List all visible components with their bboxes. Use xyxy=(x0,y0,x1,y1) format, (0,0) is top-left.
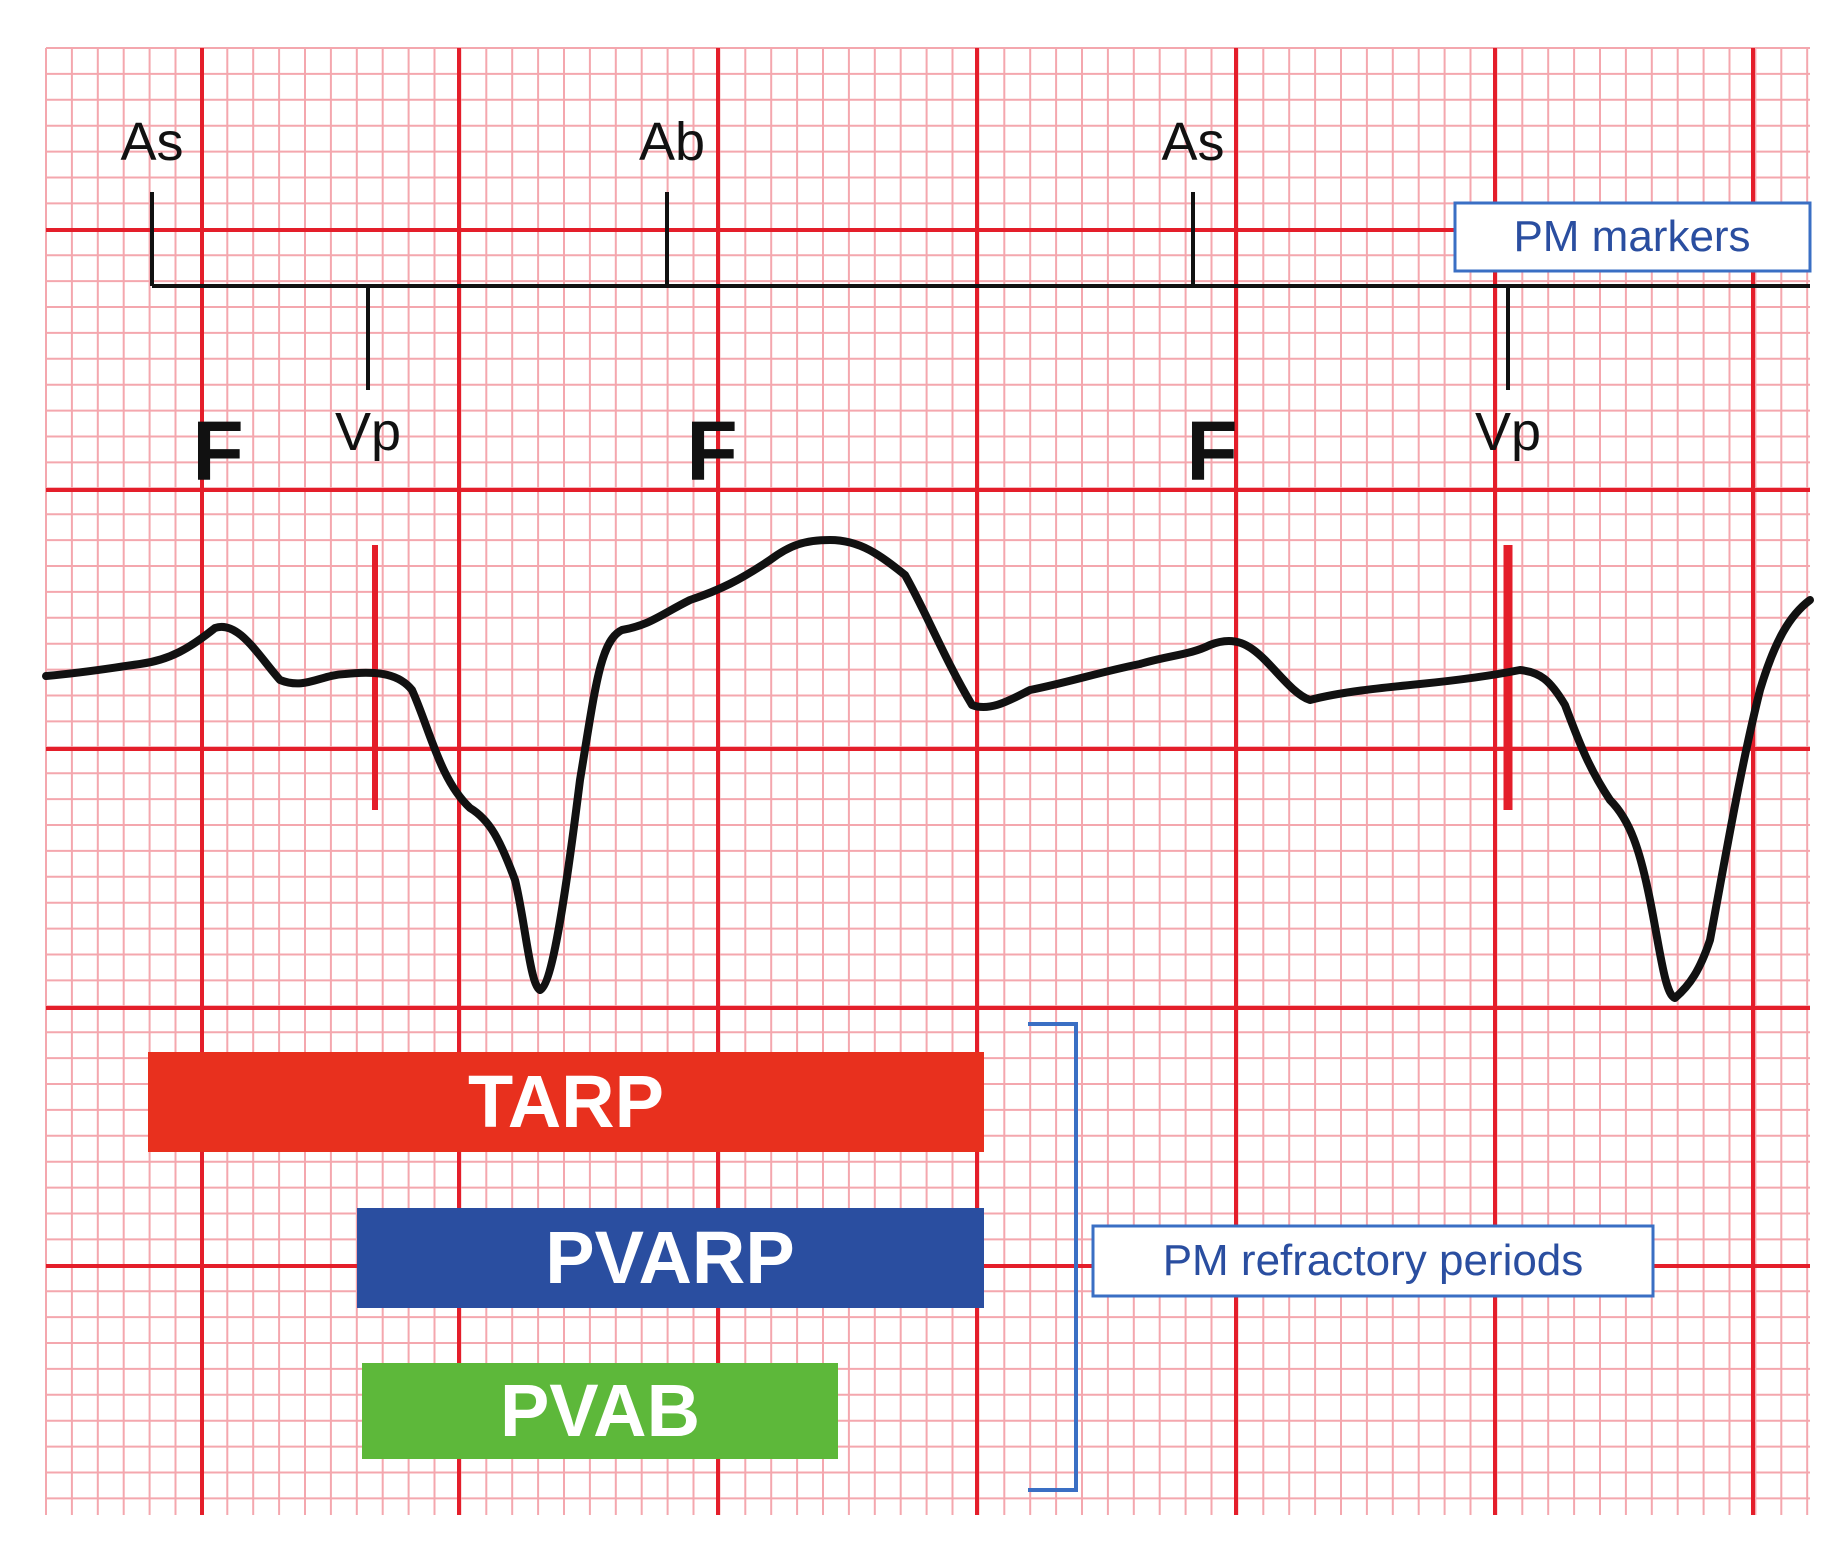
ecg-trace xyxy=(42,536,1814,1002)
pvab-label: PVAB xyxy=(500,1369,700,1452)
refractory-bracket xyxy=(1028,1022,1078,1492)
marker-label-vp-1: Vp xyxy=(335,402,401,462)
pm-markers-box: PM markers xyxy=(1453,201,1812,273)
refractory-bars: TARP PVARP PVAB xyxy=(148,1052,984,1459)
tarp-label: TARP xyxy=(468,1060,664,1143)
f-wave-label-2: F xyxy=(686,404,737,498)
f-wave-label-3: F xyxy=(1186,404,1237,498)
marker-label-vp-2: Vp xyxy=(1475,402,1541,462)
pm-marker-timeline xyxy=(150,192,1810,390)
f-wave-label-1: F xyxy=(192,404,243,498)
marker-label-ab: Ab xyxy=(639,112,705,172)
marker-label-as-2: As xyxy=(1161,112,1224,172)
pm-markers-box-frame xyxy=(1453,201,1812,273)
pvarp-bar xyxy=(357,1208,984,1308)
pm-marker-labels: As Ab As Vp Vp xyxy=(120,112,1541,462)
pm-markers-label: PM markers xyxy=(1513,212,1750,261)
pvarp-label: PVARP xyxy=(545,1216,794,1299)
pacing-spikes xyxy=(372,545,1513,810)
marker-label-as-1: As xyxy=(120,112,183,172)
pvab-bar xyxy=(362,1363,838,1459)
pm-refractory-box: PM refractory periods xyxy=(1091,1224,1655,1298)
tarp-bar xyxy=(148,1052,984,1152)
pm-refractory-box-frame xyxy=(1091,1224,1655,1298)
pm-refractory-label: PM refractory periods xyxy=(1163,1236,1584,1285)
f-wave-labels: F F F xyxy=(192,404,1237,498)
